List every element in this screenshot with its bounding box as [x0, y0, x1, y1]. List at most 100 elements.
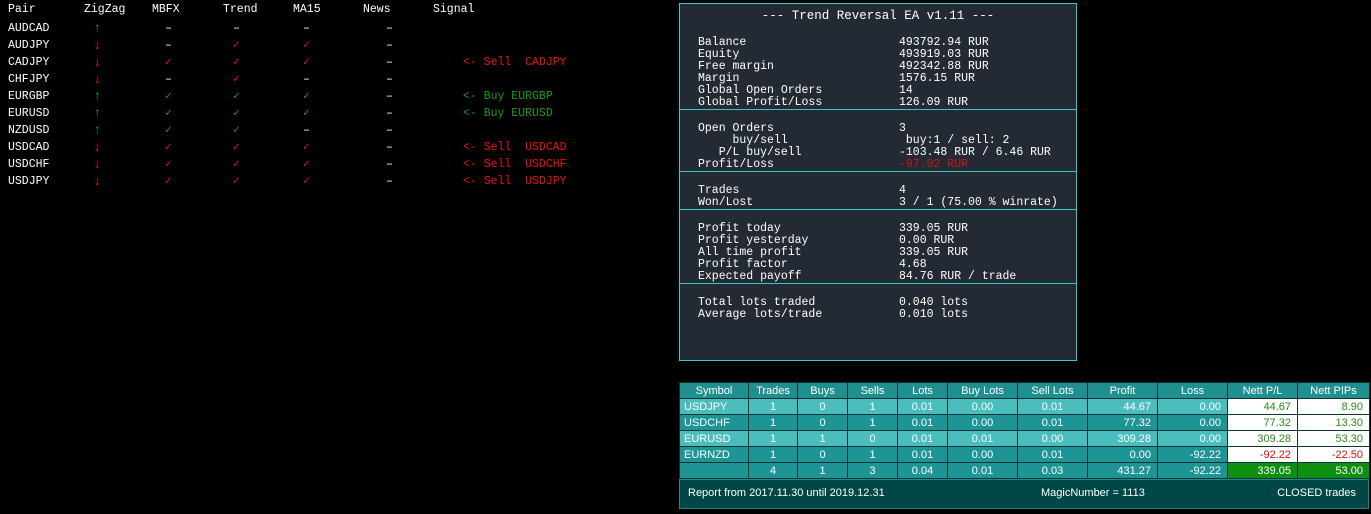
indicator: – [386, 175, 393, 188]
header-cell: Sells [847, 382, 898, 399]
cell: EURUSD [679, 430, 749, 447]
pair: USDCAD [8, 141, 50, 154]
indicator: ↑ [93, 89, 102, 105]
indicator: ✓ [233, 175, 240, 188]
cell: 1 [797, 430, 848, 447]
cell: -92.22 [1157, 446, 1228, 463]
indicator: ✓ [233, 56, 240, 69]
stat-label: All time profit [698, 246, 802, 259]
column-header: News [363, 3, 391, 16]
stat-label: Equity [698, 48, 740, 61]
indicator: ✓ [233, 90, 240, 103]
cell: USDCHF [679, 414, 749, 431]
cell: 0 [797, 414, 848, 431]
stat-value: 3 [899, 122, 906, 135]
indicator: ✓ [303, 158, 310, 171]
indicator: – [165, 73, 172, 86]
ea-panel: --- Trend Reversal EA v1.11 --- Balance 4… [679, 3, 1077, 361]
indicator: ✓ [165, 56, 172, 69]
header-cell: Loss [1157, 382, 1228, 399]
stat-label: Open Orders [698, 122, 774, 135]
indicator: – [386, 158, 393, 171]
cell: 0.01 [897, 414, 948, 431]
indicator: ✓ [303, 39, 310, 52]
cell: 77.32 [1087, 414, 1158, 431]
cell: USDJPY [679, 398, 749, 415]
stat-value: buy:1 / sell: 2 [899, 134, 1010, 147]
column-header: Trend [223, 3, 258, 16]
stat-value: 492342.88 RUR [899, 60, 989, 73]
stat-label: Profit yesterday [698, 234, 809, 247]
indicator: ✓ [165, 141, 172, 154]
column-header: MA15 [293, 3, 321, 16]
cell: 0.00 [947, 414, 1018, 431]
header-cell: Trades [748, 382, 798, 399]
separator [680, 283, 1076, 284]
cell: 1 [797, 462, 848, 479]
indicator: – [303, 124, 310, 137]
indicator: – [386, 22, 393, 35]
indicator: – [386, 39, 393, 52]
indicator: – [165, 22, 172, 35]
column-header: Signal [433, 3, 475, 16]
pair: NZDUSD [8, 124, 50, 137]
pair: CADJPY [8, 56, 50, 69]
stat-value: 339.05 RUR [899, 246, 969, 259]
pair: AUDJPY [8, 39, 50, 52]
cell: -22.50 [1297, 446, 1370, 463]
cell: 53.00 [1297, 462, 1370, 479]
stat-label: Profit today [698, 222, 781, 235]
indicator: – [386, 107, 393, 120]
separator [680, 209, 1076, 210]
signal: <- Sell USDJPY [463, 175, 567, 188]
data-row: USDCHF 1 0 1 0.01 0.00 0.01 77.32 0.00 77.32 13.30 [679, 414, 1370, 431]
column-header: Pair [8, 3, 36, 16]
stat-label: buy/sell [698, 134, 788, 147]
cell: 3 [847, 462, 898, 479]
cell: 309.28 [1227, 430, 1298, 447]
stat-value: 0.010 lots [899, 308, 969, 321]
indicator: ✓ [165, 158, 172, 171]
pair: EURGBP [8, 90, 50, 103]
cell: 0.00 [1087, 446, 1158, 463]
stat-value: 0.00 RUR [899, 234, 955, 247]
indicator: ↓ [93, 140, 102, 156]
indicator: ↓ [93, 55, 102, 71]
cell: 0.01 [947, 462, 1018, 479]
cell: 0.03 [1017, 462, 1088, 479]
column-header: MBFX [152, 3, 180, 16]
data-row: USDJPY 1 0 1 0.01 0.00 0.01 44.67 0.00 44.67 8.90 [679, 398, 1370, 415]
separator [680, 171, 1076, 172]
stat-value: 126.09 RUR [899, 96, 969, 109]
indicator: – [386, 141, 393, 154]
stat-value: 1576.15 RUR [899, 72, 975, 85]
cell: 1 [748, 414, 798, 431]
indicator: ✓ [233, 39, 240, 52]
cell: -92.22 [1227, 446, 1298, 463]
signal: <- Sell CADJPY [463, 56, 567, 69]
pair: USDCHF [8, 158, 50, 171]
stat-label: Expected payoff [698, 270, 802, 283]
stat-value: -103.48 RUR / 6.46 RUR [899, 146, 1051, 159]
indicator: ↑ [93, 123, 102, 139]
cell: 0.01 [897, 446, 948, 463]
indicator: – [386, 124, 393, 137]
cell: 0.01 [947, 430, 1018, 447]
stat-value: 493792.94 RUR [899, 36, 989, 49]
pair: CHFJPY [8, 73, 50, 86]
stat-label: Margin [698, 72, 740, 85]
cell: 0.00 [947, 446, 1018, 463]
cell: 0.01 [897, 398, 948, 415]
indicator: ✓ [233, 141, 240, 154]
cell [679, 462, 749, 479]
stat-label: P/L buy/sell [698, 146, 802, 159]
cell: 0 [797, 446, 848, 463]
indicator: – [165, 39, 172, 52]
stat-label: Average lots/trade [698, 308, 823, 321]
cell: 77.32 [1227, 414, 1298, 431]
cell: 44.67 [1227, 398, 1298, 415]
cell: 1 [847, 398, 898, 415]
pair: USDJPY [8, 175, 50, 188]
report: Symbol Trades Buys Sells Lots Buy Lots Sell Lo… [679, 382, 1370, 509]
cell: 339.05 [1227, 462, 1298, 479]
